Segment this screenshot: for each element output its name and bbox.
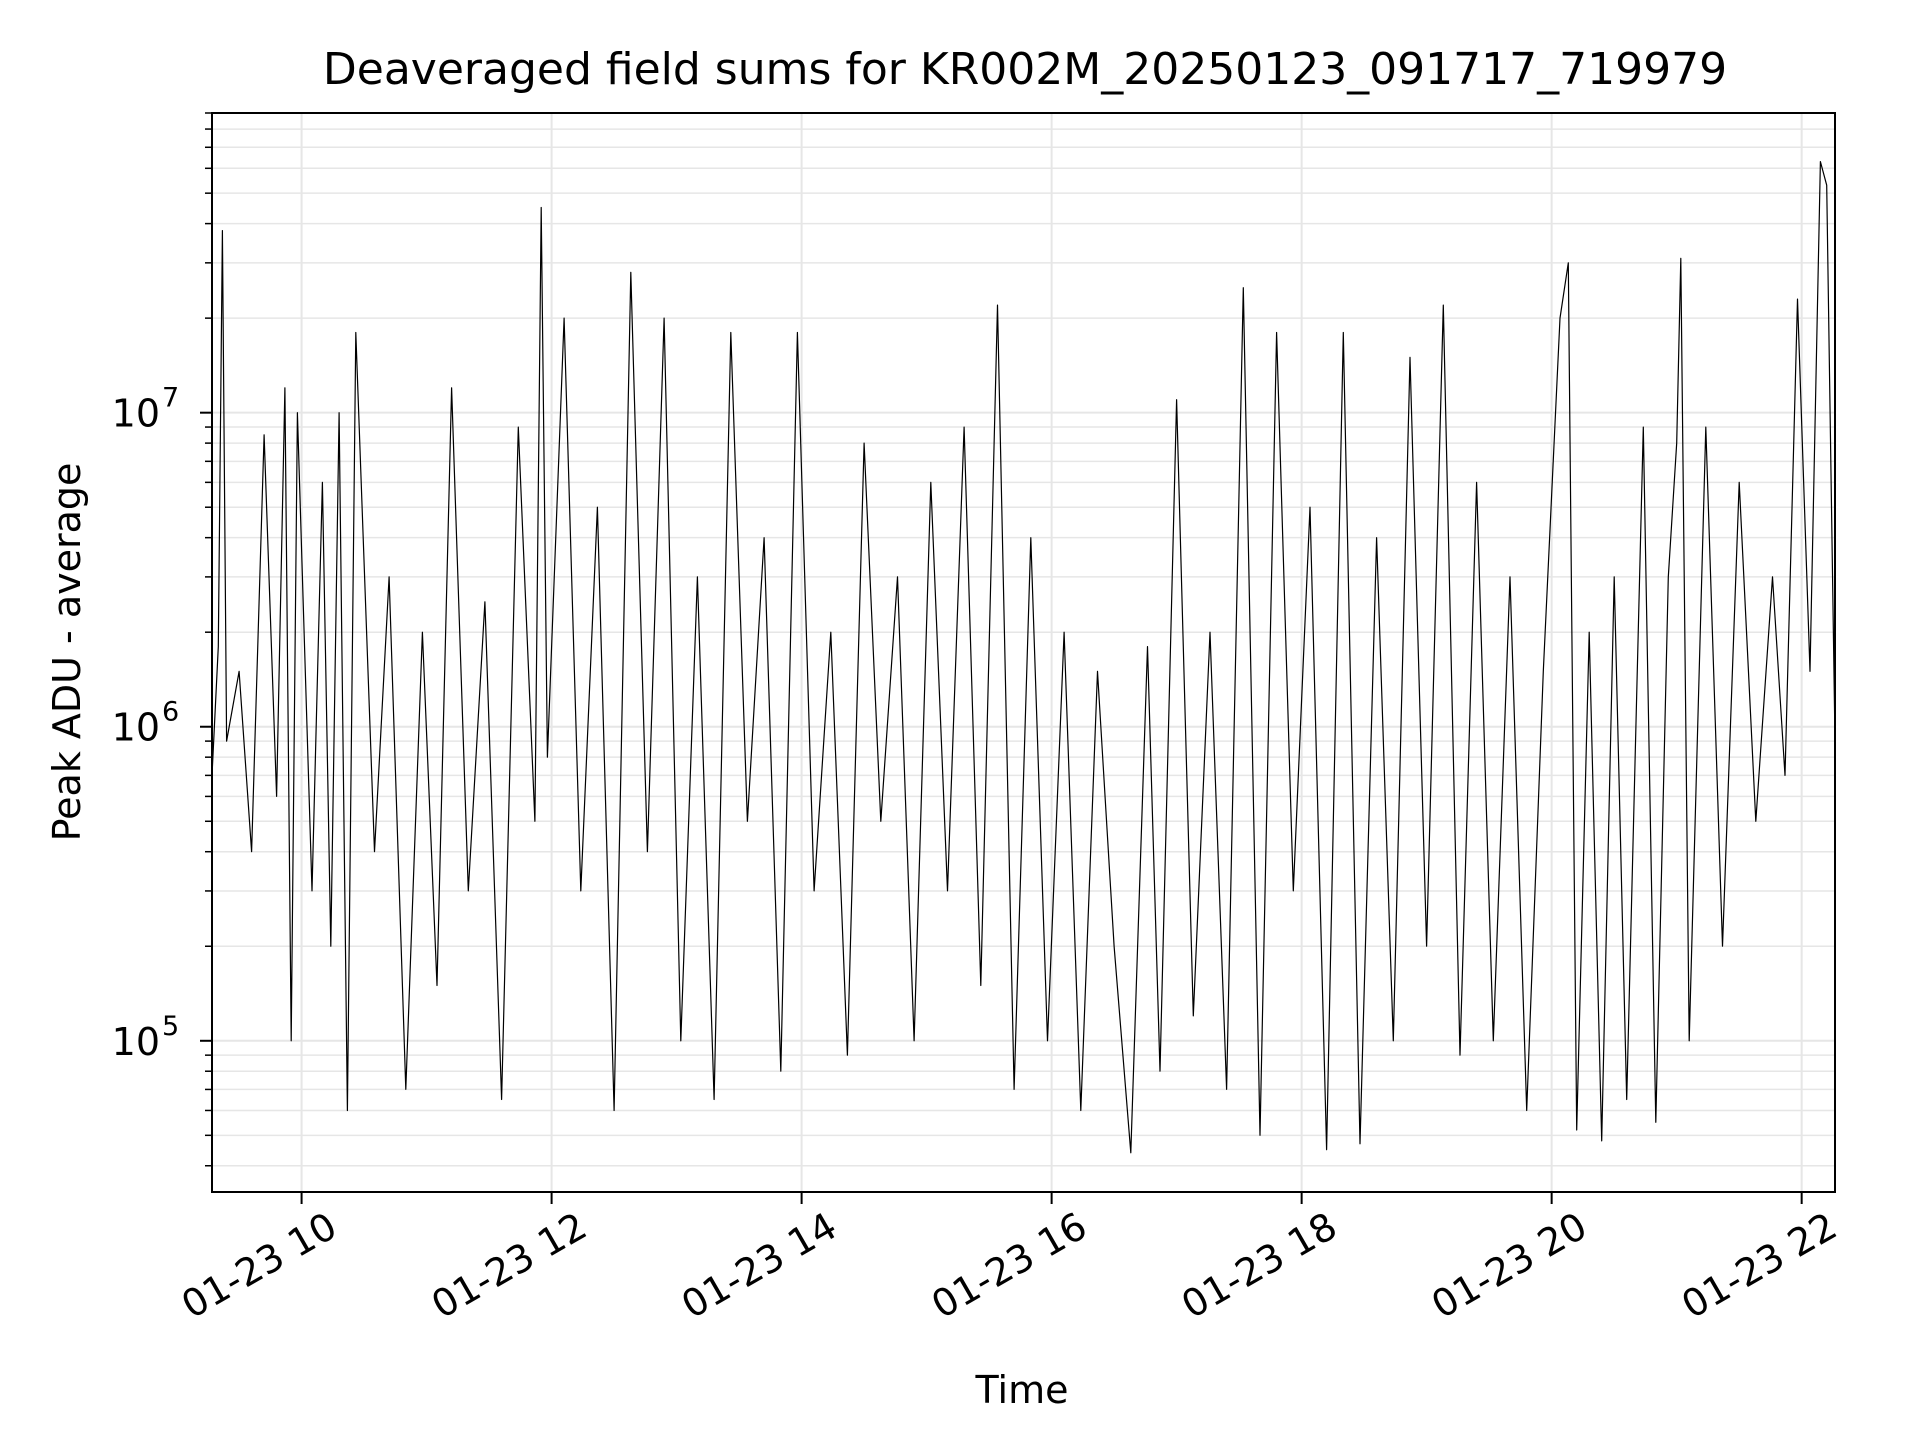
chart-title: Deaveraged field sums for KR002M_2025012… bbox=[323, 44, 1727, 95]
y-tick-exponent: 5 bbox=[162, 1011, 179, 1042]
plot-area bbox=[211, 161, 1836, 1154]
y-tick-exponent: 7 bbox=[162, 383, 179, 414]
x-axis-label: Time bbox=[975, 1368, 1069, 1412]
y-tick-label: 10 bbox=[112, 392, 160, 436]
series-line bbox=[211, 161, 1836, 1154]
y-tick-label: 10 bbox=[112, 1020, 160, 1064]
y-axis-label: Peak ADU - average bbox=[45, 463, 89, 842]
plot-frame bbox=[211, 112, 1836, 1193]
y-tick-label: 10 bbox=[112, 706, 160, 750]
y-tick-exponent: 6 bbox=[162, 697, 179, 728]
